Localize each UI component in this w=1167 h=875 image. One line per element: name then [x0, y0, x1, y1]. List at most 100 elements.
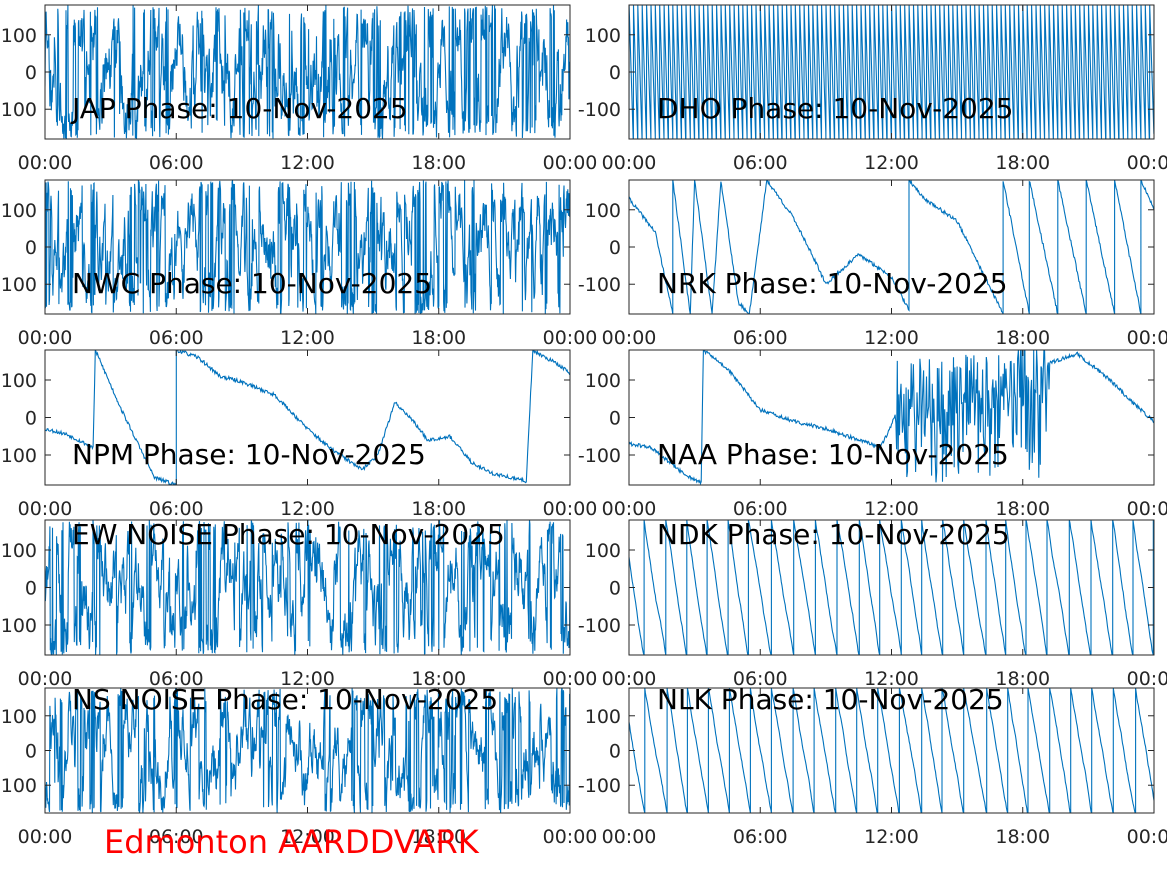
xtick-label: 00:00 [602, 498, 657, 520]
ytick-label: 0 [609, 408, 621, 430]
xtick-label: 06:00 [733, 152, 788, 174]
panel-npm: -100 0 100 00:00 06:00 12:00 18:00 00:00 NPM Pha… [0, 349, 598, 520]
xtick-label: 12:00 [864, 152, 919, 174]
ytick-label: 0 [25, 237, 37, 259]
panel-ns: -100 0 100 00:00 06:00 12:00 18:00 00:00 NS NOIS… [0, 683, 597, 848]
panel-ndk: -100 0 100 00:00 06:00 12:00 18:00 00:00 NDK Pha… [578, 518, 1167, 690]
ytick-label: 0 [25, 408, 37, 430]
xtick-label: 06:00 [149, 826, 204, 848]
xtick-label: 00:00 [1127, 327, 1167, 349]
xtick-label: 18:00 [995, 668, 1050, 690]
ytick-label: 0 [609, 62, 621, 84]
ytick-label: -100 [578, 99, 621, 121]
xtick-label: 00:00 [1127, 498, 1167, 520]
xtick-label: 00:00 [543, 826, 598, 848]
xtick-label: 12:00 [864, 327, 919, 349]
series-line-naa [629, 350, 1154, 485]
panel-title: NLK Phase: 10-Nov-2025 [657, 683, 1004, 716]
xtick-label: 12:00 [280, 327, 335, 349]
panel-title: NWC Phase: 10-Nov-2025 [72, 267, 432, 300]
ytick-label: 100 [585, 370, 621, 392]
panel-title: NS NOISE Phase: 10-Nov-2025 [72, 683, 498, 716]
ytick-label: 100 [1, 25, 37, 47]
xtick-label: 00:00 [18, 152, 73, 174]
xtick-label: 12:00 [280, 826, 335, 848]
series-line-jap [45, 5, 570, 139]
ytick-label: 100 [1, 200, 37, 222]
panel-ew: -100 0 100 00:00 06:00 12:00 18:00 00:00 EW NOIS… [0, 518, 597, 690]
xtick-label: 00:00 [18, 668, 73, 690]
xtick-label: 06:00 [149, 152, 204, 174]
series-line-ndk [629, 520, 1154, 655]
xtick-label: 00:00 [543, 498, 598, 520]
ytick-label: 100 [585, 25, 621, 47]
xtick-label: 18:00 [411, 152, 466, 174]
ytick-label: 100 [1, 706, 37, 728]
xtick-label: 18:00 [411, 668, 466, 690]
xtick-label: 06:00 [733, 826, 788, 848]
xtick-label: 00:00 [18, 498, 73, 520]
ytick-label: -100 [578, 274, 621, 296]
xtick-label: 18:00 [995, 498, 1050, 520]
xtick-label: 06:00 [733, 327, 788, 349]
ytick-label: -100 [0, 445, 37, 467]
xtick-label: 00:00 [602, 327, 657, 349]
ytick-label: 100 [585, 200, 621, 222]
xtick-label: 06:00 [149, 327, 204, 349]
panel-title: NDK Phase: 10-Nov-2025 [657, 518, 1010, 551]
ytick-label: 0 [25, 62, 37, 84]
xtick-label: 00:00 [602, 826, 657, 848]
ytick-label: -100 [0, 615, 37, 637]
xtick-label: 18:00 [995, 327, 1050, 349]
ytick-label: 0 [25, 741, 37, 763]
xtick-label: 18:00 [411, 327, 466, 349]
xtick-label: 18:00 [995, 152, 1050, 174]
xtick-label: 00:00 [18, 826, 73, 848]
ytick-label: 0 [609, 237, 621, 259]
xtick-label: 12:00 [864, 826, 919, 848]
ytick-label: 100 [585, 540, 621, 562]
ytick-label: -100 [0, 775, 37, 797]
xtick-label: 00:00 [602, 152, 657, 174]
series-line-nlk [629, 688, 1154, 813]
panel-title: JAP Phase: 10-Nov-2025 [70, 92, 408, 125]
footer-label: Edmonton AARDDVARK [104, 823, 479, 861]
xtick-label: 12:00 [280, 152, 335, 174]
xtick-label: 12:00 [864, 498, 919, 520]
ytick-label: 100 [1, 540, 37, 562]
xtick-label: 12:00 [280, 668, 335, 690]
ytick-label: 0 [609, 578, 621, 600]
xtick-label: 00:00 [543, 152, 598, 174]
ytick-label: 0 [25, 578, 37, 600]
xtick-label: 00:00 [543, 668, 598, 690]
panel-title: EW NOISE Phase: 10-Nov-2025 [72, 518, 505, 551]
panel-nwc: -100 0 100 00:00 06:00 12:00 18:00 00:00 NWC Pha… [0, 179, 598, 349]
xtick-label: 06:00 [149, 668, 204, 690]
xtick-label: 00:00 [1127, 152, 1167, 174]
series-line-nrk [629, 180, 1154, 314]
ytick-label: 100 [585, 706, 621, 728]
ytick-label: -100 [578, 615, 621, 637]
xtick-label: 12:00 [280, 498, 335, 520]
panel-title: DHO Phase: 10-Nov-2025 [657, 92, 1013, 125]
panel-nlk: -100 0 100 00:00 06:00 12:00 18:00 00:00 NLK Pha… [578, 683, 1167, 848]
series-line-nwc [45, 180, 570, 314]
panel-nrk: -100 0 100 00:00 06:00 12:00 18:00 00:00 NRK Pha… [578, 179, 1167, 349]
panel-naa: -100 0 100 00:00 06:00 12:00 18:00 00:00 NAA Pha… [578, 349, 1167, 520]
xtick-label: 00:00 [602, 668, 657, 690]
series-line-ns [45, 688, 570, 813]
xtick-label: 00:00 [1127, 668, 1167, 690]
xtick-label: 00:00 [543, 327, 598, 349]
ytick-label: -100 [578, 445, 621, 467]
xtick-label: 18:00 [411, 498, 466, 520]
ytick-label: -100 [0, 99, 37, 121]
xtick-label: 18:00 [995, 826, 1050, 848]
panel-title: NAA Phase: 10-Nov-2025 [657, 438, 1009, 471]
ytick-label: 100 [1, 370, 37, 392]
xtick-label: 00:00 [18, 327, 73, 349]
xtick-label: 18:00 [411, 826, 466, 848]
ytick-label: 0 [609, 741, 621, 763]
series-line-ew [45, 520, 570, 655]
panel-jap: -100 0 100 00:00 06:00 12:00 18:00 00:00 JAP Pha… [0, 4, 598, 174]
